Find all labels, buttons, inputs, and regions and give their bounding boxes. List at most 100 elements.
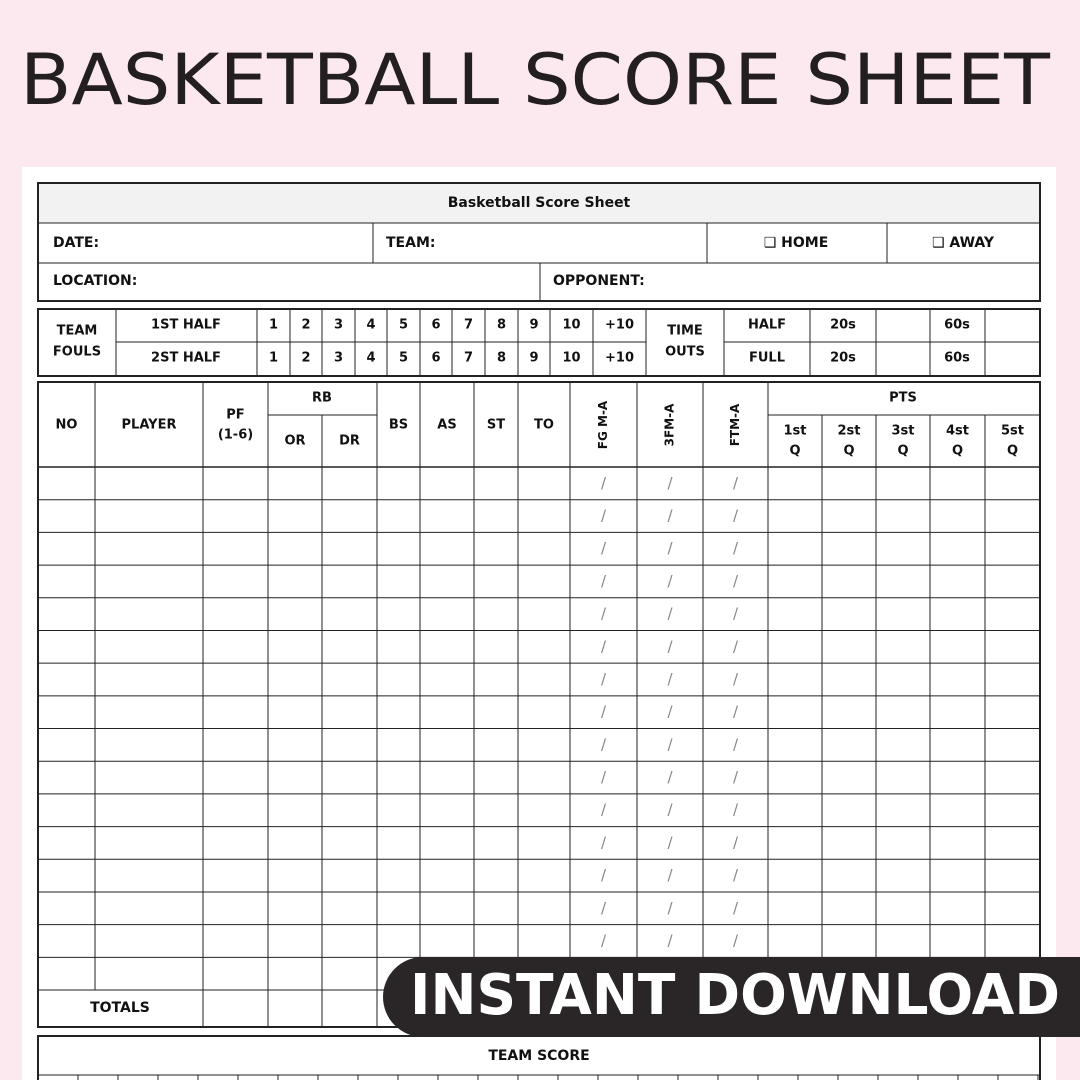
split-mark: / bbox=[601, 703, 607, 721]
split-mark: / bbox=[733, 703, 739, 721]
label: 1 bbox=[269, 318, 278, 333]
label: 3 bbox=[334, 318, 343, 333]
label: 3 bbox=[334, 351, 343, 366]
label: LOCATION: bbox=[53, 273, 137, 289]
split-mark: / bbox=[733, 801, 739, 819]
label: 9 bbox=[529, 318, 538, 333]
label: +10 bbox=[605, 351, 634, 366]
split-mark: / bbox=[733, 507, 739, 525]
split-mark: / bbox=[733, 866, 739, 884]
label: 8 bbox=[497, 318, 506, 333]
split-mark: / bbox=[733, 899, 739, 917]
label: 1ST HALF bbox=[151, 318, 221, 333]
split-mark: / bbox=[601, 833, 607, 851]
label: FULL bbox=[749, 351, 785, 366]
label: 3st bbox=[892, 424, 915, 439]
split-mark: / bbox=[601, 670, 607, 688]
label: 4 bbox=[366, 351, 375, 366]
label: FOULS bbox=[53, 345, 101, 360]
split-mark: / bbox=[667, 931, 673, 949]
label: 9 bbox=[529, 351, 538, 366]
label: FTM-A bbox=[728, 403, 742, 446]
banner-shape bbox=[383, 957, 1080, 1037]
label: RB bbox=[312, 391, 332, 406]
label: HALF bbox=[748, 318, 786, 333]
label: 6 bbox=[431, 318, 440, 333]
split-mark: / bbox=[733, 670, 739, 688]
split-mark: / bbox=[601, 801, 607, 819]
split-mark: / bbox=[667, 703, 673, 721]
label: 6 bbox=[431, 351, 440, 366]
label: PTS bbox=[889, 391, 917, 406]
label: 2 bbox=[301, 318, 310, 333]
info-box bbox=[37, 182, 1041, 302]
split-mark: / bbox=[667, 670, 673, 688]
label: PF bbox=[226, 408, 244, 423]
label: 10 bbox=[562, 351, 580, 366]
label: ❑ HOME bbox=[764, 235, 829, 251]
label: NO bbox=[56, 418, 78, 433]
label: (1-6) bbox=[218, 428, 253, 443]
label: 20s bbox=[830, 351, 856, 366]
split-mark: / bbox=[733, 735, 739, 753]
split-mark: / bbox=[667, 605, 673, 623]
split-mark: / bbox=[733, 833, 739, 851]
label: ❑ AWAY bbox=[932, 235, 995, 251]
split-mark: / bbox=[601, 931, 607, 949]
label: 1 bbox=[269, 351, 278, 366]
page-title: BASKETBALL SCORE SHEET bbox=[20, 39, 1050, 121]
label: FG M-A bbox=[596, 400, 610, 449]
label: 60s bbox=[944, 351, 970, 366]
label: OUTS bbox=[665, 345, 705, 360]
label: 5 bbox=[399, 318, 408, 333]
label: 2st bbox=[838, 424, 861, 439]
split-mark: / bbox=[601, 735, 607, 753]
label: 60s bbox=[944, 318, 970, 333]
split-mark: / bbox=[667, 474, 673, 492]
label: PLAYER bbox=[122, 418, 177, 433]
split-mark: / bbox=[667, 539, 673, 557]
totals-label: TOTALS bbox=[90, 1000, 150, 1016]
split-mark: / bbox=[733, 474, 739, 492]
label: 5st bbox=[1001, 424, 1024, 439]
label: OPPONENT: bbox=[553, 273, 645, 289]
label: 1st bbox=[784, 424, 807, 439]
label: Q bbox=[897, 444, 908, 459]
label: 2ST HALF bbox=[151, 351, 221, 366]
label: 4st bbox=[946, 424, 969, 439]
label: Q bbox=[789, 444, 800, 459]
split-mark: / bbox=[667, 735, 673, 753]
split-mark: / bbox=[733, 768, 739, 786]
label: 20s bbox=[830, 318, 856, 333]
label: +10 bbox=[605, 318, 634, 333]
label: TIME bbox=[667, 324, 703, 339]
split-mark: / bbox=[667, 768, 673, 786]
split-mark: / bbox=[733, 931, 739, 949]
label: AS bbox=[437, 418, 456, 433]
label: TO bbox=[534, 418, 554, 433]
label: 8 bbox=[497, 351, 506, 366]
label: BS bbox=[389, 418, 408, 433]
split-mark: / bbox=[733, 539, 739, 557]
label: 3FM-A bbox=[663, 403, 677, 446]
label: DR bbox=[339, 434, 360, 449]
label: 4 bbox=[366, 318, 375, 333]
label: 7 bbox=[464, 318, 473, 333]
split-mark: / bbox=[733, 637, 739, 655]
split-mark: / bbox=[601, 507, 607, 525]
team-score-label: TEAM SCORE bbox=[488, 1048, 589, 1064]
split-mark: / bbox=[667, 866, 673, 884]
heading-band bbox=[38, 183, 1040, 223]
paper bbox=[22, 167, 1056, 1080]
split-mark: / bbox=[667, 637, 673, 655]
split-mark: / bbox=[601, 539, 607, 557]
split-mark: / bbox=[667, 833, 673, 851]
label: TEAM bbox=[57, 324, 98, 339]
split-mark: / bbox=[667, 801, 673, 819]
label: 7 bbox=[464, 351, 473, 366]
label: Q bbox=[1007, 444, 1018, 459]
split-mark: / bbox=[601, 637, 607, 655]
split-mark: / bbox=[733, 572, 739, 590]
